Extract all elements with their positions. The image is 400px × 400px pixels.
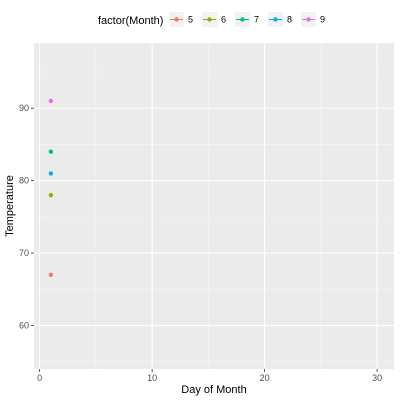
y-tick-label: 90	[19, 103, 29, 113]
y-tick-label: 80	[19, 176, 29, 186]
y-tick-label: 70	[19, 248, 29, 258]
legend-label: 6	[221, 15, 226, 25]
data-point	[48, 272, 54, 278]
grid-major	[34, 43, 394, 369]
data-points	[48, 98, 54, 278]
legend-label: 5	[188, 15, 193, 25]
legend-key-point	[306, 17, 311, 22]
legend-key-point	[273, 17, 278, 22]
x-axis-ticks: 0 10 20 30	[37, 369, 382, 383]
legend-key-point	[174, 17, 179, 22]
legend-label: 8	[287, 15, 292, 25]
y-axis-title: Temperature	[4, 175, 16, 237]
x-axis-title: Day of Month	[181, 384, 246, 396]
data-point	[48, 149, 54, 154]
plot-panel	[34, 43, 394, 369]
x-tick-label: 20	[260, 373, 270, 383]
y-tick-label: 60	[19, 321, 29, 331]
data-point	[48, 98, 54, 104]
y-axis-ticks: 60 70 80 90	[19, 103, 34, 331]
data-point	[48, 192, 54, 198]
legend-label: 9	[320, 15, 325, 25]
legend: factor(Month) 5 6 7 8 9	[98, 12, 325, 27]
legend-key-point	[207, 17, 212, 22]
x-tick-label: 0	[37, 373, 42, 383]
legend-label: 7	[254, 15, 259, 25]
legend-title: factor(Month)	[98, 15, 163, 27]
grid-minor	[34, 43, 394, 369]
x-tick-label: 30	[372, 373, 382, 383]
x-tick-label: 10	[147, 373, 157, 383]
legend-key-point	[240, 17, 245, 22]
data-point	[48, 171, 54, 176]
